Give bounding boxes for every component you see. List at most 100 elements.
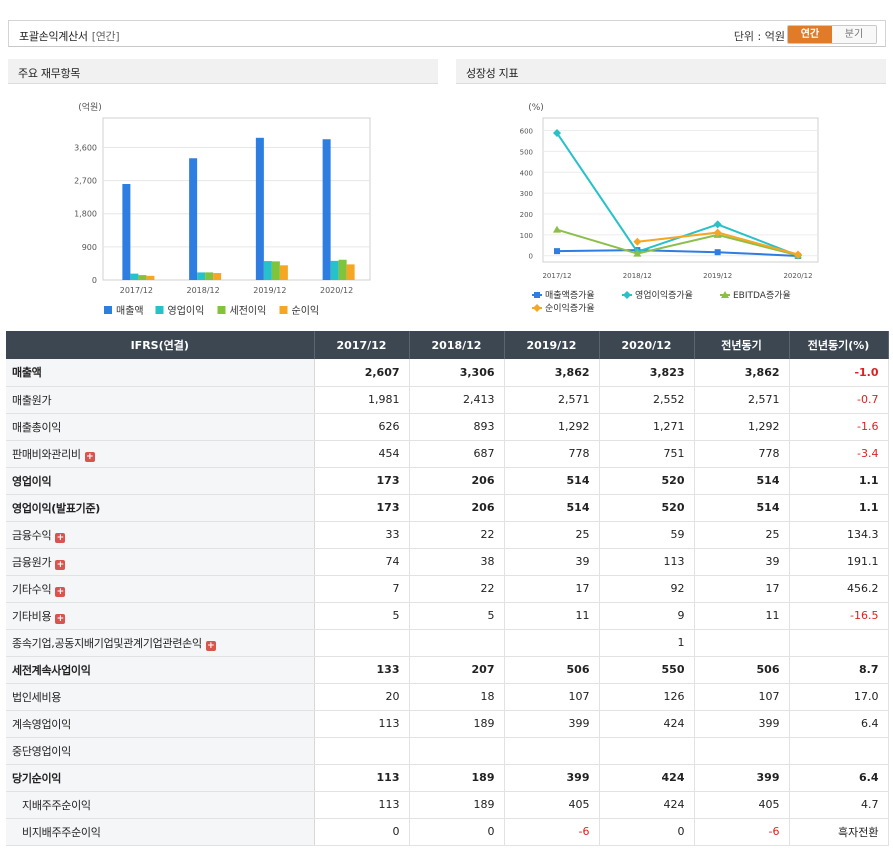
table-row: 매출원가 1,981 2,413 2,571 2,552 2,571 -0.7 [6, 386, 889, 414]
legend-label: 순이익증가율 [545, 302, 595, 314]
growth-line-chart: (%) 0 100 200 300 400 500 600 2017/12 2018/12 2019… [520, 103, 819, 314]
value-cell: 456.2 [789, 575, 889, 603]
x-tick-label: 2018/12 [187, 286, 220, 295]
value-cell: 751 [599, 440, 695, 468]
row-label: 지배주주순이익 [22, 798, 91, 812]
expand-plus-icon[interactable]: + [84, 451, 95, 462]
value-cell: -6 [694, 818, 790, 846]
bar-영업이익-2017/12 [130, 273, 139, 280]
statement-title: 포괄손익계산서 [연간] [19, 28, 120, 44]
column-header-2020: 2020/12 [599, 331, 695, 359]
value-cell: 207 [409, 656, 505, 684]
value-cell: 399 [694, 764, 790, 792]
row-label-cell: 당기순이익 [6, 764, 315, 792]
value-cell: 1.1 [789, 494, 889, 522]
row-label-cell[interactable]: 금융원가 + [6, 548, 315, 576]
value-cell [409, 737, 505, 765]
value-cell: -1.6 [789, 413, 889, 441]
legend-label: 영업이익 [168, 304, 205, 317]
table-row: 기타수익 +7 22 17 92 17 456.2 [6, 575, 889, 603]
x-tick-label: 2019/12 [253, 286, 286, 295]
row-label-cell[interactable]: 금융수익 + [6, 521, 315, 549]
value-cell: 113 [314, 791, 410, 819]
table-row: 금융수익 +33 22 25 59 25 134.3 [6, 521, 889, 549]
toggle-quarter-button[interactable]: 분기 [832, 26, 876, 43]
value-cell: 5 [314, 602, 410, 630]
value-cell: 893 [409, 413, 505, 441]
value-cell: -1.0 [789, 359, 889, 387]
column-header-prev-period: 전년동기 [694, 331, 790, 359]
table-row: 영업이익(발표기준) 173 206 514 520 514 1.1 [6, 494, 889, 522]
table-row: 세전계속사업이익 133 207 506 550 506 8.7 [6, 656, 889, 684]
table-row: 비지배주주순이익 0 0 -6 0 -6 흑자전환 [6, 818, 889, 846]
row-label: 법인세비용 [12, 690, 62, 704]
value-cell: 2,571 [694, 386, 790, 414]
value-cell: 520 [599, 494, 695, 522]
key-financials-panel-title: 주요 재무항목 [8, 59, 438, 84]
value-cell: 0 [314, 818, 410, 846]
value-cell: 173 [314, 467, 410, 495]
value-cell: 173 [314, 494, 410, 522]
expand-plus-icon[interactable]: + [55, 532, 66, 543]
expand-plus-icon[interactable]: + [205, 640, 216, 651]
value-cell: 20 [314, 683, 410, 711]
value-cell: 0 [599, 818, 695, 846]
value-cell: 550 [599, 656, 695, 684]
table-row: 기타비용 +5 5 11 9 11 -16.5 [6, 602, 889, 630]
value-cell: 107 [694, 683, 790, 711]
value-cell: 59 [599, 521, 695, 549]
y-tick-label: 0 [529, 253, 533, 261]
value-cell: 1,292 [504, 413, 600, 441]
x-tick-label: 2020/12 [320, 286, 353, 295]
unit-label: 단위 : 억원 [733, 30, 785, 43]
y-tick-label: 1,800 [74, 210, 97, 219]
value-cell: 4.7 [789, 791, 889, 819]
value-cell: 5 [409, 602, 505, 630]
legend-swatch [217, 306, 226, 314]
row-label: 매출총이익 [12, 420, 62, 434]
legend-label: 매출액 [116, 305, 144, 317]
value-cell: 39 [694, 548, 790, 576]
value-cell: 206 [409, 467, 505, 495]
column-header-prev-period-pct: 전년동기(%) [789, 331, 889, 359]
value-cell: 6.4 [789, 710, 889, 738]
row-label-cell[interactable]: 종속기업,공동지배기업및관계기업관련손익 + [6, 629, 315, 657]
row-label: 기타수익 [12, 582, 52, 596]
value-cell: 17.0 [789, 683, 889, 711]
value-cell [314, 737, 410, 765]
value-cell: 687 [409, 440, 505, 468]
value-cell: 25 [694, 521, 790, 549]
y-axis-label: (%) [528, 103, 544, 113]
row-label: 영업이익(발표기준) [12, 501, 101, 515]
row-label-cell[interactable]: 기타비용 + [6, 602, 315, 630]
value-cell: 11 [694, 602, 790, 630]
point-매출액증가율-2019/12 [714, 249, 721, 256]
row-label-cell: 중단영업이익 [6, 737, 315, 765]
x-tick-label: 2020/12 [783, 272, 812, 280]
value-cell: 514 [694, 467, 790, 495]
bar-세전이익-2019/12 [271, 261, 280, 280]
y-tick-label: 3,600 [74, 143, 97, 152]
table-row: 중단영업이익 [6, 737, 889, 765]
value-cell: 92 [599, 575, 695, 603]
value-cell: 514 [694, 494, 790, 522]
row-label: 판매비와관리비 [12, 447, 81, 461]
value-cell: 506 [694, 656, 790, 684]
statement-header: 포괄손익계산서 [연간] 단위 : 억원 연간 분기 [8, 20, 886, 47]
row-label: 금융수익 [12, 528, 52, 542]
expand-plus-icon[interactable]: + [55, 613, 66, 624]
bar-순이익-2017/12 [146, 275, 155, 280]
value-cell: 18 [409, 683, 505, 711]
value-cell: 399 [694, 710, 790, 738]
expand-plus-icon[interactable]: + [55, 559, 66, 570]
toggle-annual-button[interactable]: 연간 [788, 26, 832, 43]
row-label-cell[interactable]: 기타수익 + [6, 575, 315, 603]
value-cell: -16.5 [789, 602, 889, 630]
value-cell: 405 [694, 791, 790, 819]
value-cell: 1 [599, 629, 695, 657]
table-row: 종속기업,공동지배기업및관계기업관련손익 + 1 [6, 629, 889, 657]
expand-plus-icon[interactable]: + [55, 586, 66, 597]
row-label-cell[interactable]: 판매비와관리비 + [6, 440, 315, 468]
table-row: 금융원가 +74 38 39 113 39 191.1 [6, 548, 889, 576]
bar-세전이익-2020/12 [338, 259, 347, 280]
